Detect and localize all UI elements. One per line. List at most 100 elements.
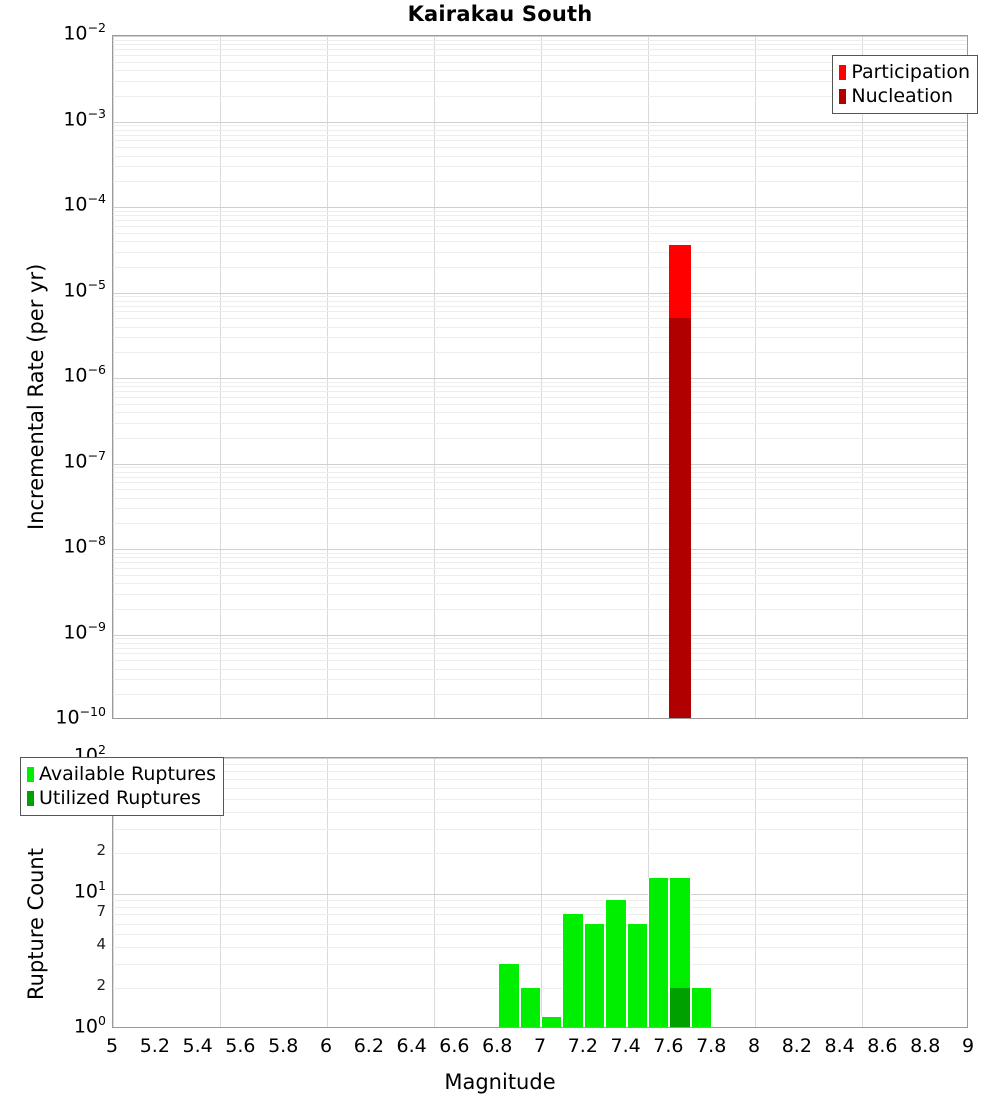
x-tick-label: 8.8 (910, 1035, 941, 1057)
bar-available-ruptures (690, 988, 713, 1027)
gridline-horizontal-minor (113, 215, 967, 217)
gridline-horizontal-minor (113, 574, 967, 576)
gridline-horizontal-minor (113, 660, 967, 662)
x-tick-label: 7.4 (610, 1035, 641, 1057)
gridline-horizontal (113, 758, 967, 759)
y-tick-label: 101 (73, 877, 106, 902)
gridline-horizontal-minor (113, 608, 967, 610)
gridline-vertical (648, 36, 649, 718)
gridline-horizontal-minor (113, 653, 967, 655)
gridline-horizontal (113, 378, 967, 379)
gridline-horizontal-minor (113, 508, 967, 510)
gridline-horizontal-minor (113, 523, 967, 525)
x-tick-label: 8.6 (867, 1035, 898, 1057)
gridline-horizontal-minor (113, 39, 967, 41)
x-tick-label: 7.6 (653, 1035, 684, 1057)
bar-available-ruptures (541, 1017, 563, 1027)
gridline-horizontal-minor (113, 210, 967, 212)
y-tick-label-minor: 2 (96, 976, 106, 995)
gridline-horizontal-minor (113, 476, 967, 478)
x-tick-label: 5.2 (139, 1035, 170, 1057)
gridline-horizontal-minor (113, 482, 967, 484)
y-tick-label: 10−3 (63, 105, 106, 130)
x-tick-label: 9 (961, 1035, 975, 1057)
y-tick-label: 10−2 (63, 20, 106, 45)
gridline-horizontal-minor (113, 241, 967, 243)
y-tick-label-minor: 2 (96, 840, 106, 859)
gridline-horizontal-minor (113, 305, 967, 307)
gridline-vertical (434, 758, 435, 1027)
gridline-horizontal-minor (113, 593, 967, 595)
gridline-horizontal-minor (113, 337, 967, 339)
gridline-horizontal-minor (113, 125, 967, 127)
gridline-horizontal-minor (113, 489, 967, 491)
gridline-horizontal-minor (113, 386, 967, 388)
legend-item-participation[interactable]: Participation (839, 60, 970, 84)
bar-nucleation (669, 318, 691, 718)
gridline-vertical (327, 758, 328, 1027)
top-plot-y-axis-title: Incremental Rate (per yr) (24, 263, 48, 530)
x-tick-label: 6.4 (396, 1035, 427, 1057)
gridline-horizontal (113, 36, 967, 37)
gridline-horizontal-minor (113, 771, 967, 773)
bar-available-ruptures (648, 878, 670, 1027)
gridline-horizontal-minor (113, 147, 967, 149)
gridline-horizontal-minor (113, 225, 967, 227)
y-tick-label: 10−5 (63, 276, 106, 301)
legend-item-utilized-ruptures[interactable]: Utilized Ruptures (27, 786, 216, 810)
gridline-horizontal-minor (113, 828, 967, 830)
bar-available-ruptures (498, 964, 520, 1027)
gridline-horizontal-minor (113, 788, 967, 790)
gridline-horizontal-minor (113, 166, 967, 168)
bar-available-ruptures (562, 914, 584, 1027)
gridline-vertical (327, 36, 328, 718)
gridline-horizontal-minor (113, 220, 967, 222)
gridline-horizontal (113, 292, 967, 294)
x-tick-label: 8 (747, 1035, 761, 1057)
gridline-horizontal-minor (113, 134, 967, 136)
gridline-horizontal-minor (113, 251, 967, 253)
page-title: Kairakau South (407, 2, 593, 26)
gridline-horizontal-minor (113, 642, 967, 644)
y-tick-label: 10−10 (55, 704, 106, 729)
gridline-horizontal-minor (113, 49, 967, 51)
gridline-horizontal-minor (113, 140, 967, 142)
legend-item-available-ruptures[interactable]: Available Ruptures (27, 762, 216, 786)
gridline-horizontal (113, 634, 967, 636)
gridline-horizontal (113, 549, 967, 550)
gridline-horizontal-minor (113, 232, 967, 234)
y-tick-label: 10−8 (63, 533, 106, 558)
x-tick-label: 5.6 (225, 1035, 256, 1057)
gridline-horizontal (113, 893, 967, 895)
legend-label-nucleation: Nucleation (851, 84, 954, 107)
y-tick-label: 10−9 (63, 618, 106, 643)
gridline-vertical (862, 758, 863, 1027)
top-plot-legend: Participation Nucleation (832, 55, 978, 114)
gridline-horizontal-minor (113, 906, 967, 908)
gridline-horizontal-minor (113, 647, 967, 649)
y-tick-label: 100 (73, 1013, 106, 1038)
legend-swatch-nucleation (839, 88, 847, 104)
gridline-horizontal-minor (113, 396, 967, 398)
gridline-horizontal-minor (113, 557, 967, 559)
gridline-horizontal (113, 207, 967, 208)
gridline-horizontal-minor (113, 467, 967, 469)
gridline-horizontal-minor (113, 352, 967, 354)
y-tick-label-minor: 4 (96, 935, 106, 954)
legend-label-available-ruptures: Available Ruptures (39, 762, 216, 785)
gridline-horizontal-minor (113, 155, 967, 157)
gridline-horizontal-minor (113, 679, 967, 681)
gridline-horizontal-minor (113, 300, 967, 302)
bar-available-ruptures (626, 923, 648, 1027)
gridline-horizontal-minor (113, 391, 967, 393)
gridline-horizontal-minor (113, 326, 967, 328)
x-tick-label: 7 (533, 1035, 547, 1057)
gridline-horizontal-minor (113, 381, 967, 383)
x-tick-label: 7.2 (567, 1035, 598, 1057)
gridline-horizontal-minor (113, 562, 967, 564)
y-tick-label-minor: 7 (96, 902, 106, 921)
legend-item-nucleation[interactable]: Nucleation (839, 84, 970, 108)
x-tick-label: 6.8 (482, 1035, 513, 1057)
y-tick-label: 10−6 (63, 362, 106, 387)
